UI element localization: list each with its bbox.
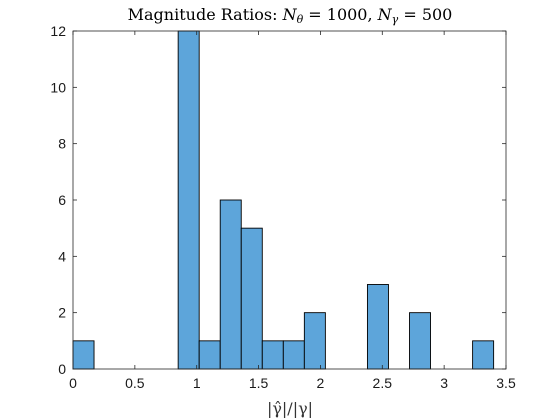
x-tick-label-3: 1.5 [249, 375, 269, 391]
title-n-gamma-sub: γ [392, 13, 399, 26]
histogram-bar-2 [198, 340, 221, 370]
histogram-bar-8 [366, 284, 389, 370]
y-tick-label-4: 8 [58, 136, 66, 152]
x-tick-label-0: 0 [69, 375, 77, 391]
histogram-bar-9 [409, 312, 431, 370]
histogram-bar-10 [472, 340, 495, 370]
y-tick-label-6: 12 [50, 23, 66, 39]
histogram-bar-4 [240, 227, 263, 370]
x-tick-label-1: 0.5 [125, 375, 145, 391]
histogram-bar-3 [219, 199, 242, 370]
y-tick-label-2: 4 [58, 248, 66, 264]
x-axis-label: |γ̂|/|γ| [267, 399, 313, 418]
y-tick-label-3: 6 [58, 192, 66, 208]
title-n-theta-var: N [282, 5, 298, 24]
plot-frame [72, 30, 507, 370]
histogram-bar-5 [261, 340, 284, 370]
x-tick-label-4: 2 [317, 375, 325, 391]
title-n-gamma-value: = 500 [398, 5, 452, 24]
x-tick-label-5: 2.5 [373, 375, 393, 391]
histogram-bar-6 [282, 340, 305, 370]
histogram-bar-1 [177, 30, 200, 370]
y-tick-label-0: 0 [58, 361, 66, 377]
x-axis: 0 0.5 1 1.5 2 2.5 3 3.5 [69, 31, 516, 391]
histogram-bar-7 [303, 312, 326, 370]
y-axis: 0 2 4 6 8 10 12 [50, 23, 506, 377]
title-n-theta-sub: θ [297, 13, 304, 26]
title-n-gamma-var: N [377, 5, 393, 24]
x-tick-label-2: 1 [193, 375, 201, 391]
bars-group [72, 30, 495, 370]
title-n-theta-value: = 1000, [303, 5, 377, 24]
y-tick-label-5: 10 [50, 79, 66, 95]
chart-title: Magnitude Ratios: Nθ = 1000, Nγ = 500 [128, 5, 453, 26]
x-tick-label-7: 3.5 [496, 375, 516, 391]
x-tick-label-6: 3 [440, 375, 448, 391]
title-prefix: Magnitude Ratios: [128, 5, 283, 24]
histogram-bar-0 [72, 340, 95, 370]
y-tick-label-1: 2 [58, 305, 66, 321]
